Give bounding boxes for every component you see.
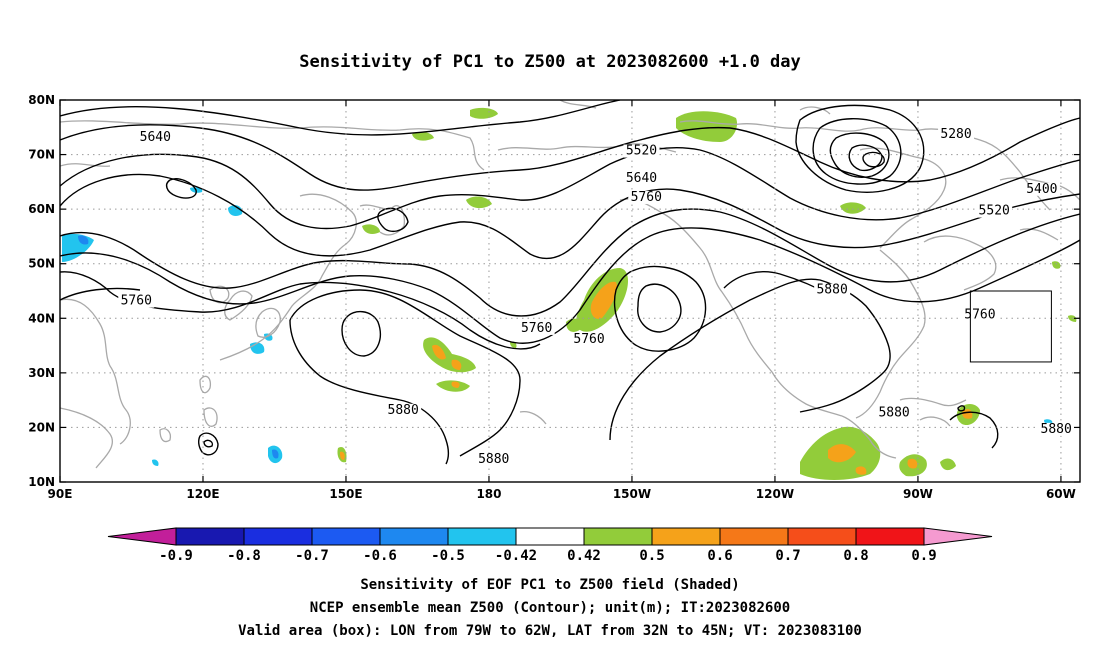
z500-contours bbox=[60, 100, 1080, 465]
colorbar-tick-label: -0.5 bbox=[431, 548, 465, 564]
contour-label: 5880 bbox=[816, 283, 847, 298]
colorbar-segment bbox=[515, 527, 585, 546]
contour-label-bg bbox=[876, 406, 913, 420]
contour-label-bg bbox=[623, 171, 660, 185]
lon-tick-label: 90E bbox=[48, 487, 73, 501]
contour-label: 5280 bbox=[940, 127, 971, 142]
lat-tick-label: 80N bbox=[28, 93, 55, 107]
contour-label-bg bbox=[137, 130, 174, 144]
contour-label: 5880 bbox=[478, 452, 509, 467]
caption-line-3: Valid area (box): LON from 79W to 62W, L… bbox=[238, 623, 862, 639]
lat-tick-label: 30N bbox=[28, 366, 55, 380]
colorbar-tick-label: -0.8 bbox=[227, 548, 261, 564]
lon-tick-label: 150W bbox=[613, 487, 651, 501]
contour-label: 5760 bbox=[631, 190, 662, 205]
lon-tick-label: 120E bbox=[186, 487, 219, 501]
lat-tick-label: 20N bbox=[28, 420, 55, 434]
contour-label: 5880 bbox=[1041, 422, 1072, 437]
contour-label-bg bbox=[475, 452, 512, 466]
contour-label-bg bbox=[1038, 422, 1075, 436]
colorbar-segment bbox=[379, 527, 449, 546]
contour-label-bg bbox=[628, 190, 665, 204]
colorbar-segment bbox=[447, 527, 517, 546]
lon-tick-label: 60W bbox=[1046, 487, 1076, 501]
colorbar-tick-label: 0.42 bbox=[567, 548, 601, 564]
colorbar-segment bbox=[787, 527, 857, 546]
colorbar-tick-label: -0.7 bbox=[295, 548, 329, 564]
lon-tick-label: 90W bbox=[903, 487, 933, 501]
colorbar-tick-label: -0.9 bbox=[159, 548, 193, 564]
contour-label-bg bbox=[938, 128, 975, 142]
contour-label: 5520 bbox=[979, 204, 1010, 219]
contour-label: 5640 bbox=[626, 171, 657, 186]
contour-label: 5520 bbox=[626, 144, 657, 159]
axis-ticks: 90E 120E 150E 180 150W 120W 90W 60W 10N 20N 30N 40N… bbox=[28, 93, 1080, 501]
contour-label-bg bbox=[1023, 182, 1060, 196]
colorbar-segment bbox=[855, 527, 925, 546]
colorbar-segment bbox=[583, 527, 653, 546]
colorbar-tick-label: 0.7 bbox=[775, 548, 800, 564]
contour-label-bg bbox=[961, 308, 998, 322]
valid-area-box bbox=[969, 290, 1052, 363]
caption-line-1: Sensitivity of EOF PC1 to Z500 field (Sh… bbox=[360, 577, 739, 593]
colorbar-segment bbox=[107, 527, 177, 546]
colorbar-tick-label: 0.6 bbox=[707, 548, 732, 564]
colorbar-segment bbox=[311, 527, 381, 546]
contour-label: 5880 bbox=[878, 406, 909, 421]
figure-title: Sensitivity of PC1 to Z500 at 2023082600… bbox=[299, 52, 801, 72]
contour-label-bg bbox=[814, 283, 851, 297]
contour-label: 5640 bbox=[140, 130, 171, 145]
contour-label: 5400 bbox=[1026, 182, 1057, 197]
contour-label-bg bbox=[623, 144, 660, 158]
lon-tick-label: 150E bbox=[329, 487, 362, 501]
colorbar: -0.9 -0.8 -0.7 -0.6 -0.5 -0.42 0.42 0.5 0.6 0.7 0.… bbox=[107, 527, 993, 564]
contour-label: 5760 bbox=[964, 307, 995, 322]
colorbar-segment bbox=[719, 527, 789, 546]
lat-tick-label: 50N bbox=[28, 257, 55, 271]
contour-label-bg bbox=[118, 294, 155, 308]
map-frame bbox=[59, 99, 1081, 483]
contour-label-bg bbox=[976, 204, 1013, 218]
map-plot-area: 5640 5520 5640 5760 5280 5400 5520 5760 5760 5760… bbox=[28, 93, 1081, 501]
contour-label-bg bbox=[571, 332, 608, 346]
contour-label-bg bbox=[518, 321, 555, 335]
lat-tick-label: 60N bbox=[28, 202, 55, 216]
colorbar-tick-label: 0.9 bbox=[911, 548, 936, 564]
lat-tick-label: 70N bbox=[28, 148, 55, 162]
colorbar-segment bbox=[175, 527, 245, 546]
contour-label: 5760 bbox=[121, 294, 152, 309]
contour-label: 5880 bbox=[388, 403, 419, 418]
contour-label: 5760 bbox=[573, 332, 604, 347]
colorbar-segment bbox=[923, 527, 993, 546]
contour-label: 5760 bbox=[521, 321, 552, 336]
colorbar-tick-label: 0.5 bbox=[639, 548, 664, 564]
coastlines bbox=[60, 100, 1080, 469]
contour-labels: 5640 5520 5640 5760 5280 5400 5520 5760 5760 5760… bbox=[118, 127, 1075, 467]
colorbar-tick-label: 0.8 bbox=[843, 548, 868, 564]
colorbar-tick-label: -0.42 bbox=[495, 548, 537, 564]
colorbar-tick-label: -0.6 bbox=[363, 548, 397, 564]
lat-tick-label: 10N bbox=[28, 475, 55, 489]
colorbar-segment bbox=[243, 527, 313, 546]
sensitivity-shading bbox=[62, 107, 1077, 480]
caption-line-2: NCEP ensemble mean Z500 (Contour); unit(… bbox=[310, 600, 790, 616]
lon-tick-label: 180 bbox=[476, 487, 501, 501]
contour-label-bg bbox=[385, 403, 422, 417]
lon-tick-label: 120W bbox=[756, 487, 794, 501]
lat-tick-label: 40N bbox=[28, 311, 55, 325]
colorbar-segment bbox=[651, 527, 721, 546]
